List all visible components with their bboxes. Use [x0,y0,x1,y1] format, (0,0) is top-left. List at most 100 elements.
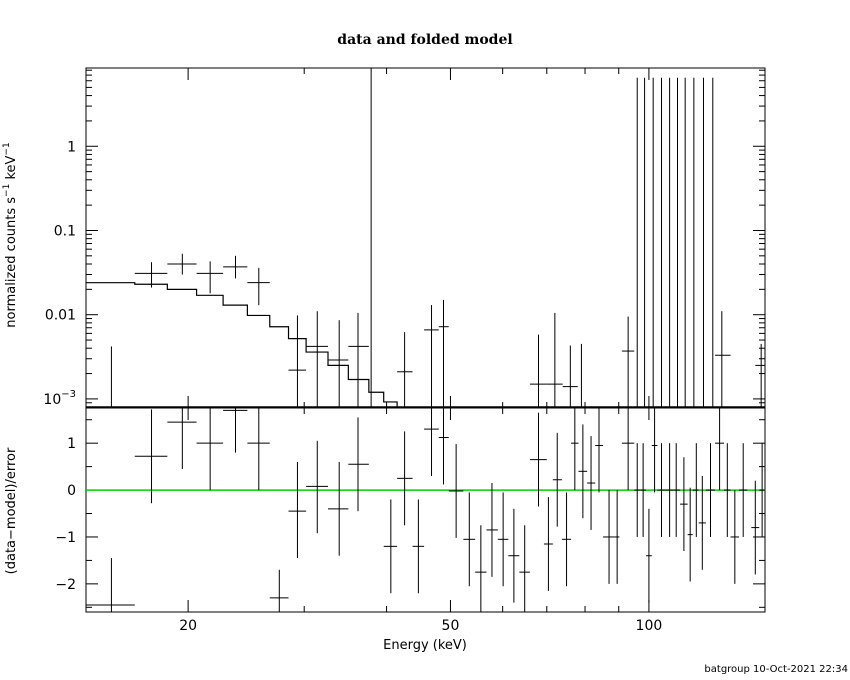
residual-point [698,476,706,570]
residual-dropout [705,443,716,537]
residual-dropout [640,443,647,537]
data-point [196,261,224,294]
residual-point [167,408,197,469]
residual-point [529,412,547,507]
residual-dropout [665,443,674,537]
upper-limit-bin [634,77,641,408]
residual-point [614,490,620,584]
residual-point [603,490,615,584]
data-point [167,253,197,275]
residual-point [730,490,740,584]
top-y-label-sup2: −1 [2,142,12,155]
upper-limit-bin [708,77,718,408]
residual-point [424,408,439,476]
top-frame [85,67,766,409]
data-point [397,332,413,408]
bottom-y-tick-label: 1 [67,436,76,452]
x-tick-label: 20 [179,618,197,634]
residual-point [412,499,425,594]
upper-limit-bin [681,77,689,408]
data-point [368,68,375,408]
residual-point [646,508,652,603]
residual-point [196,408,224,491]
residual-point [328,461,349,556]
data-point [247,267,270,306]
chart-title: data and folded model [337,32,512,48]
residual-point [595,408,604,493]
data-point [306,311,329,408]
residual-dropout [657,443,666,537]
data-point [288,315,307,408]
tick-base: 10 [43,392,61,408]
residual-point [288,461,307,559]
x-tick-label: 50 [442,618,460,634]
residual-point [651,408,658,493]
residual-point [348,417,369,512]
residual-dropout [739,443,748,537]
residual-point [86,558,135,612]
bottom-y-tick-label: −1 [55,530,76,546]
residual-point [497,492,509,587]
residual-point [552,432,562,527]
x-axis-label: Energy (keV) [383,638,467,653]
data-point [755,343,765,408]
model-step-line [86,282,413,408]
residual-point [621,408,635,491]
residual-point [751,480,760,575]
residual-point [463,492,476,587]
data-point [86,346,135,408]
residual-point [519,525,530,612]
data-point [348,312,369,408]
data-point [438,299,449,408]
footer-stamp: batgroup 10-Oct-2021 22:34 [704,664,848,675]
bottom-y-axis-label: (data−model)/error [4,447,19,574]
bottom-y-tick-label: 0 [67,483,76,499]
residual-dropout [724,443,731,537]
residual-point [680,457,688,552]
upper-limit-bin [688,77,699,408]
residual-point [561,492,572,587]
tick-exponent: −3 [61,389,76,400]
upper-limit-bin [648,77,658,408]
residual-dropout [673,443,681,537]
residual-point [687,487,693,582]
top-y-axis-label: normalized counts s−1 keV−1 [2,142,19,327]
residual-dropout [759,443,765,537]
data-point [424,305,439,408]
residual-point [578,424,588,519]
bottom-frame [85,407,766,613]
upper-limit-bin [673,77,682,408]
residual-panel: 20 50 100 1 0 −1 −2 [55,407,766,634]
residual-point [383,499,398,594]
top-y-label-sup1: −1 [2,184,12,197]
residual-dropout [692,443,699,537]
residual-point [134,409,168,504]
data-point [577,343,586,408]
residual-point [486,483,498,577]
residual-dropout [634,443,641,537]
data-point [715,311,731,408]
residual-point [247,408,270,491]
residual-point [571,408,579,491]
upper-limit-bin [698,77,709,408]
data-point [529,334,547,408]
data-point [621,316,635,408]
data-point [223,255,248,279]
residual-point [438,408,449,485]
residual-point [448,444,464,538]
top-y-tick-label: 10−3 [43,389,76,408]
top-y-label-main: normalized counts s [4,197,19,328]
data-point [546,312,563,408]
upper-limit-bin [665,77,674,408]
data-point [134,262,168,288]
data-point [562,345,578,408]
residual-point [306,440,329,534]
data-point [328,320,349,408]
residual-point [543,497,553,591]
residual-point [269,569,289,612]
x-tick-label: 100 [636,618,663,634]
residual-point [397,431,413,526]
residual-point [508,508,520,603]
upper-limit-bin [657,77,666,408]
